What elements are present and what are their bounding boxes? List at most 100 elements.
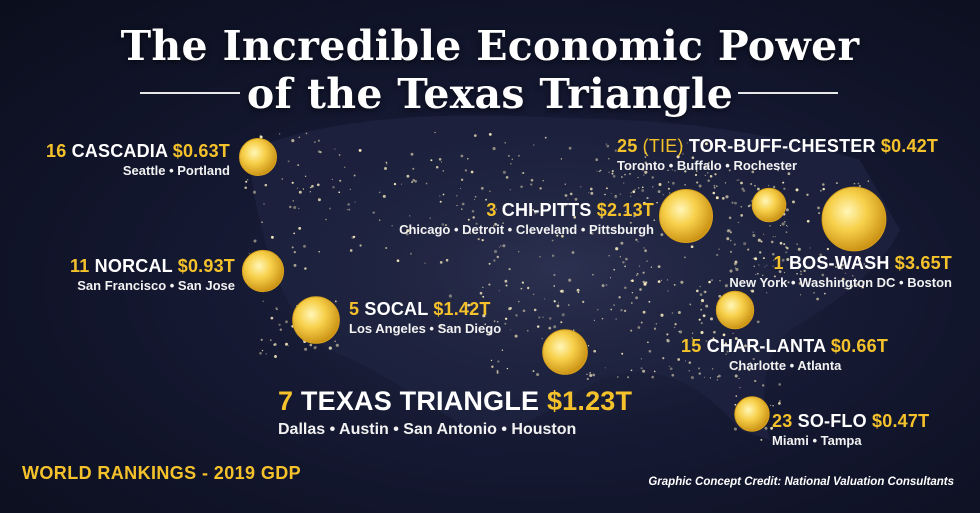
graphic-credit: Graphic Concept Credit: National Valuati… [648,476,954,488]
city-light-dot [610,192,612,194]
city-light-dot [657,265,661,268]
city-light-dot [456,195,458,197]
city-light-dot [644,156,647,158]
city-light-dot [598,170,601,173]
city-light-dot [729,250,733,254]
city-light-dot [644,161,647,164]
city-light-dot [611,170,614,173]
bubble-norcal[interactable] [241,249,285,293]
city-light-dot [386,163,388,165]
city-light-dot [740,181,743,185]
region-name: SO-FLO [797,411,867,431]
city-light-dot [753,364,755,367]
city-light-dot [276,308,278,311]
city-light-dot [354,201,356,203]
city-light-dot [817,206,820,210]
city-light-dot [732,332,734,335]
city-light-dot [660,279,663,281]
city-light-dot [711,368,714,370]
city-light-dot [533,308,537,312]
city-light-dot [291,181,294,184]
city-light-dot [587,345,590,347]
city-light-dot [634,188,636,191]
city-light-dot [259,134,261,136]
gdp-value: $2.13T [596,200,654,220]
city-light-dot [498,246,501,248]
city-light-dot [281,178,283,180]
city-light-dot [821,273,825,277]
city-light-dot [347,203,350,206]
city-light-dot [657,280,661,283]
city-light-dot [752,257,754,259]
city-light-dot [700,299,705,303]
city-light-dot [744,344,747,348]
city-light-dot [707,179,710,182]
city-light-dot [593,349,597,353]
city-light-dot [796,272,798,275]
bubble-char-lanta[interactable] [715,290,755,330]
city-light-dot [705,291,707,293]
city-light-dot [778,383,782,386]
city-light-dot [521,172,524,174]
city-light-dot [660,313,664,317]
city-light-dot [589,374,593,377]
city-light-dot [608,171,610,173]
city-light-dot [760,438,763,441]
city-light-dot [749,361,752,364]
city-light-dot [858,184,861,188]
city-light-dot [318,250,320,253]
city-light-dot [630,195,632,198]
city-light-dot [694,173,698,177]
cities: San Francisco • San Jose [77,278,235,293]
city-light-dot [680,280,684,284]
city-light-dot [773,259,775,262]
city-light-dot [813,292,815,294]
city-light-dot [504,142,506,144]
city-light-dot [682,153,684,155]
city-light-dot [662,194,664,196]
city-light-dot [724,342,728,345]
city-light-dot [800,273,802,275]
city-light-dot [755,257,757,260]
city-light-dot [564,183,566,185]
bubble-socal[interactable] [292,296,340,344]
city-light-dot [514,334,518,338]
bubble-chi-pitts[interactable] [659,189,713,243]
city-light-dot [497,360,500,363]
city-light-dot [752,234,756,237]
city-light-dot [756,187,760,191]
bubble-tor-buff-chester[interactable] [751,187,787,223]
bubble-bos-wash[interactable] [821,186,887,252]
bubble-cascadia[interactable] [239,138,277,176]
city-light-dot [439,261,443,264]
gdp-value: $0.42T [880,136,939,156]
city-light-dot [702,314,706,318]
city-light-dot [279,328,283,331]
cities: Los Angeles • San Diego [349,321,502,336]
city-light-dot [608,158,610,160]
city-light-dot [412,178,416,182]
city-light-dot [586,377,589,381]
city-light-dot [287,160,290,163]
city-light-dot [819,253,823,257]
bubble-texas-triangle[interactable] [542,329,588,375]
city-light-dot [806,219,810,223]
city-light-dot [504,322,507,325]
city-light-dot [684,170,687,173]
city-light-dot [606,144,610,148]
city-light-dot [549,317,552,320]
city-light-dot [703,165,707,169]
city-light-dot [378,191,381,194]
bubble-so-flo[interactable] [734,396,770,432]
city-light-dot [615,247,619,251]
city-light-dot [473,134,477,137]
city-light-dot [769,224,771,227]
city-light-dot [482,286,484,288]
title-rule-left [140,92,240,94]
city-light-dot [737,221,740,224]
city-light-dot [593,319,596,321]
city-light-dot [605,187,608,190]
city-light-dot [592,373,596,377]
city-light-dot [728,216,732,220]
